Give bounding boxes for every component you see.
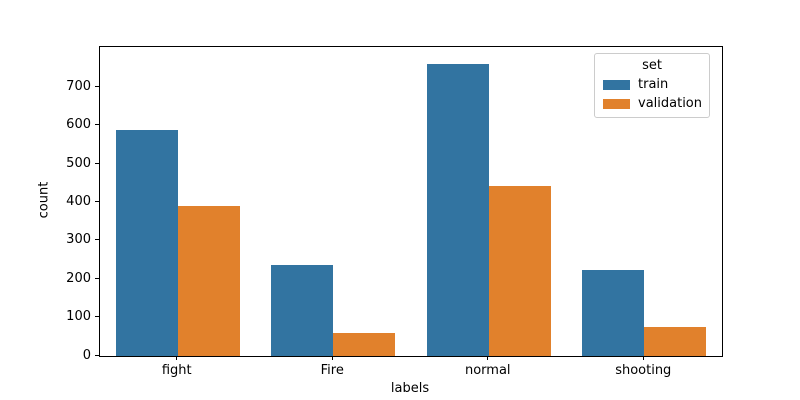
legend-entry-train: train bbox=[603, 77, 701, 92]
y-tick-label: 100 bbox=[66, 309, 91, 325]
y-tick-mark bbox=[95, 316, 99, 318]
y-tick-mark bbox=[95, 354, 99, 356]
bar-train-shooting bbox=[582, 269, 645, 356]
x-tick-label: normal bbox=[464, 363, 511, 378]
bar-validation-normal bbox=[488, 185, 551, 356]
y-tick-mark bbox=[95, 200, 99, 202]
bar-validation-fight bbox=[177, 206, 240, 356]
y-tick-mark bbox=[95, 85, 99, 87]
y-tick-label: 700 bbox=[66, 78, 91, 94]
bar-train-Fire bbox=[271, 264, 334, 356]
x-axis-label: labels bbox=[390, 381, 430, 396]
y-tick-label: 600 bbox=[66, 117, 91, 133]
x-tick-mark bbox=[487, 356, 489, 360]
bar-train-normal bbox=[426, 64, 489, 356]
x-tick-mark bbox=[176, 356, 178, 360]
y-tick-mark bbox=[95, 162, 99, 164]
y-tick-label: 0 bbox=[82, 347, 91, 363]
train-color-swatch bbox=[603, 79, 630, 90]
y-tick-label: 200 bbox=[66, 270, 91, 286]
x-tick-label: shooting bbox=[615, 363, 672, 378]
legend-entry-validation: validation bbox=[603, 96, 703, 111]
legend: set train validation bbox=[594, 53, 710, 118]
legend-entry-label: train bbox=[638, 77, 669, 92]
bar-validation-shooting bbox=[644, 326, 707, 356]
y-tick-label: 300 bbox=[66, 232, 91, 248]
legend-title: set bbox=[642, 58, 662, 73]
x-tick-mark bbox=[331, 356, 333, 360]
x-tick-label: fight bbox=[161, 363, 192, 378]
y-tick-mark bbox=[95, 124, 99, 126]
bar-validation-Fire bbox=[333, 332, 396, 356]
y-tick-label: 500 bbox=[66, 155, 91, 171]
x-tick-label: Fire bbox=[320, 363, 344, 378]
y-axis-label: count bbox=[36, 181, 52, 219]
y-tick-mark bbox=[95, 239, 99, 241]
x-tick-mark bbox=[642, 356, 644, 360]
legend-entry-label: validation bbox=[638, 96, 703, 111]
validation-color-swatch bbox=[603, 98, 630, 109]
y-tick-mark bbox=[95, 277, 99, 279]
bar-train-fight bbox=[115, 130, 178, 356]
y-tick-label: 400 bbox=[66, 193, 91, 209]
